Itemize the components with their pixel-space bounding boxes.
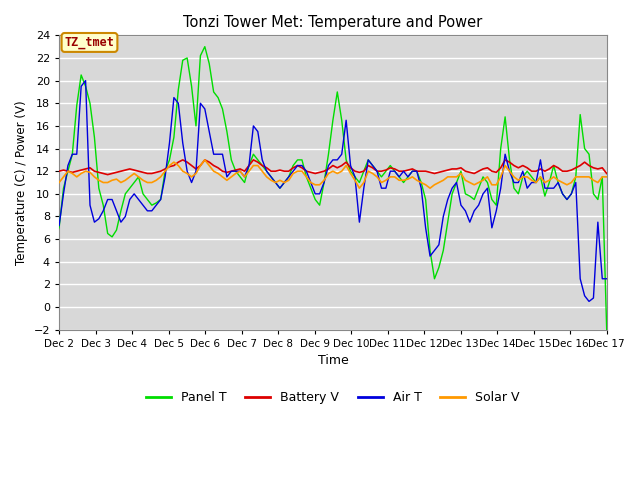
Legend: Panel T, Battery V, Air T, Solar V: Panel T, Battery V, Air T, Solar V xyxy=(141,386,525,409)
Y-axis label: Temperature (C) / Power (V): Temperature (C) / Power (V) xyxy=(15,100,28,265)
Title: Tonzi Tower Met: Temperature and Power: Tonzi Tower Met: Temperature and Power xyxy=(183,15,483,30)
X-axis label: Time: Time xyxy=(317,354,348,367)
Text: TZ_tmet: TZ_tmet xyxy=(65,36,115,49)
